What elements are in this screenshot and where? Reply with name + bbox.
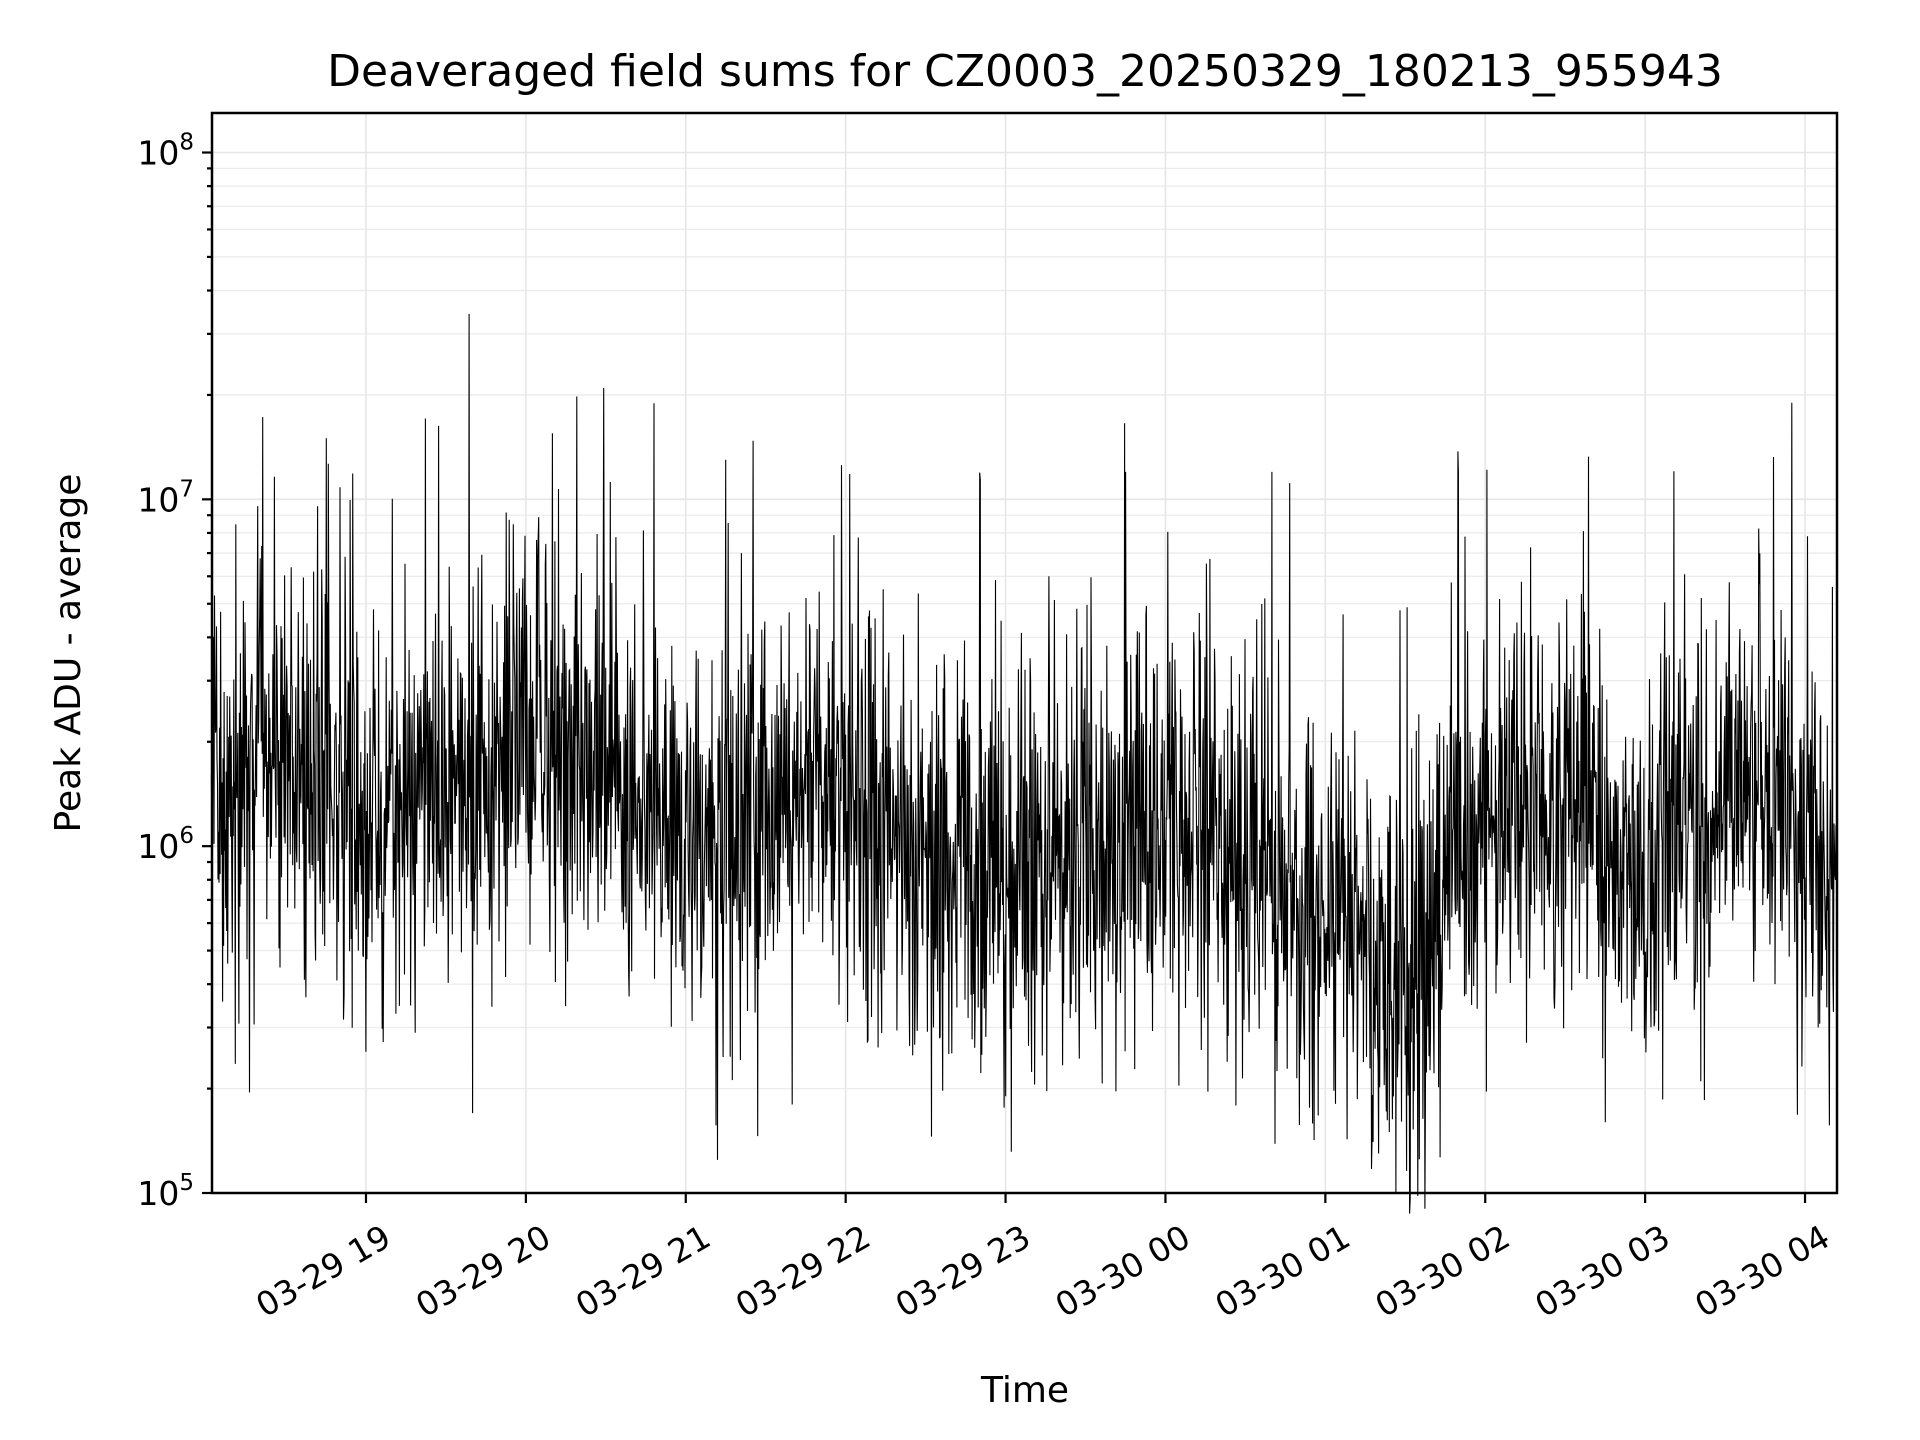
chart-title: Deaveraged field sums for CZ0003_2025032… (327, 46, 1723, 97)
y-axis-label: Peak ADU - average (48, 474, 89, 833)
y-axis: 105 106 107 108 (137, 130, 212, 1213)
y-tick-label: 105 (137, 1170, 194, 1213)
series-layer (210, 313, 1838, 1214)
x-axis-label: Time (980, 1370, 1069, 1411)
y-tick-label: 108 (137, 130, 194, 173)
series-line (210, 313, 1838, 1214)
plot-frame (210, 111, 1839, 1195)
y-tick-label: 107 (137, 476, 194, 519)
y-tick-label: 106 (137, 823, 194, 866)
